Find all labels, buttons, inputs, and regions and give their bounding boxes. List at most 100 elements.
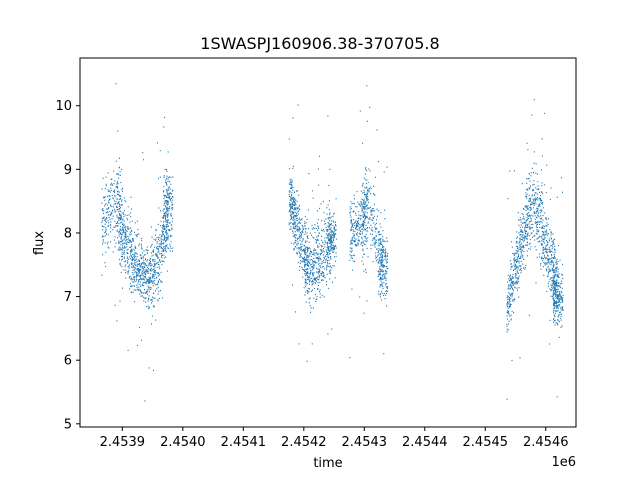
data-point bbox=[131, 251, 133, 253]
data-point bbox=[355, 244, 357, 247]
data-point bbox=[298, 194, 300, 196]
data-point bbox=[144, 270, 146, 272]
data-point bbox=[550, 234, 552, 236]
data-point bbox=[315, 238, 317, 241]
data-point bbox=[290, 199, 292, 201]
data-point bbox=[165, 207, 167, 209]
data-point bbox=[153, 297, 155, 299]
data-point bbox=[314, 254, 316, 256]
data-point bbox=[117, 208, 119, 211]
data-point bbox=[367, 222, 369, 224]
data-point bbox=[163, 234, 165, 236]
data-point bbox=[150, 288, 152, 290]
data-point bbox=[145, 258, 146, 260]
data-point bbox=[304, 268, 306, 271]
data-point bbox=[161, 297, 163, 299]
data-point bbox=[377, 232, 379, 234]
data-point bbox=[146, 291, 148, 293]
data-point bbox=[146, 269, 148, 271]
data-point bbox=[330, 216, 332, 218]
data-point bbox=[299, 262, 301, 264]
data-point bbox=[365, 211, 367, 213]
data-point bbox=[538, 230, 540, 232]
data-point bbox=[370, 209, 372, 211]
data-point bbox=[328, 259, 330, 261]
data-point bbox=[335, 229, 337, 231]
data-point bbox=[159, 268, 161, 270]
data-point bbox=[357, 229, 359, 231]
data-point bbox=[557, 315, 559, 317]
data-point bbox=[159, 240, 161, 242]
data-point bbox=[326, 267, 328, 269]
data-point bbox=[157, 257, 159, 259]
data-point bbox=[131, 266, 132, 268]
data-point bbox=[553, 314, 555, 316]
data-point bbox=[153, 263, 155, 265]
data-point bbox=[508, 323, 510, 325]
data-point bbox=[172, 189, 174, 191]
data-point bbox=[302, 228, 304, 230]
data-point bbox=[356, 242, 358, 244]
data-point bbox=[530, 172, 532, 174]
data-point bbox=[321, 251, 323, 253]
data-point bbox=[128, 276, 130, 278]
data-point bbox=[296, 244, 298, 246]
data-point bbox=[297, 206, 299, 208]
data-point bbox=[365, 234, 367, 236]
data-point bbox=[299, 266, 300, 268]
data-point bbox=[292, 187, 294, 189]
data-point bbox=[558, 281, 560, 284]
data-point bbox=[155, 273, 156, 275]
data-point bbox=[119, 216, 121, 218]
data-point bbox=[331, 328, 333, 330]
data-point bbox=[519, 248, 521, 250]
data-point bbox=[521, 254, 523, 256]
data-point bbox=[110, 187, 112, 189]
data-point bbox=[553, 302, 555, 304]
data-point bbox=[132, 248, 134, 250]
data-point bbox=[358, 236, 360, 238]
data-point bbox=[136, 220, 138, 222]
data-point bbox=[350, 220, 352, 222]
data-point bbox=[297, 261, 299, 263]
data-point bbox=[128, 271, 130, 273]
data-point bbox=[384, 251, 386, 253]
data-point bbox=[378, 238, 380, 240]
data-point bbox=[357, 240, 359, 242]
data-point bbox=[377, 215, 378, 217]
data-point bbox=[321, 273, 322, 275]
data-point bbox=[298, 210, 299, 212]
data-point bbox=[167, 180, 169, 182]
data-point bbox=[128, 277, 130, 279]
data-point bbox=[350, 222, 352, 224]
data-point bbox=[289, 214, 291, 216]
data-point bbox=[334, 256, 335, 258]
data-point bbox=[115, 186, 117, 188]
data-point bbox=[123, 224, 125, 226]
data-point bbox=[532, 227, 534, 229]
data-point bbox=[373, 210, 375, 212]
data-point bbox=[518, 265, 520, 267]
data-point bbox=[380, 273, 381, 275]
data-point bbox=[361, 260, 363, 262]
data-point bbox=[138, 263, 140, 266]
data-point bbox=[516, 287, 518, 289]
data-point bbox=[365, 167, 367, 169]
data-point bbox=[121, 204, 123, 206]
data-point bbox=[153, 282, 155, 285]
data-point bbox=[162, 231, 164, 233]
data-point bbox=[139, 262, 140, 264]
data-point bbox=[362, 184, 364, 186]
data-point bbox=[512, 292, 514, 294]
data-point bbox=[169, 250, 171, 252]
data-point bbox=[322, 266, 324, 268]
data-point bbox=[290, 186, 292, 188]
data-point bbox=[127, 258, 129, 260]
data-point bbox=[507, 329, 509, 331]
data-point bbox=[562, 297, 564, 299]
data-point bbox=[517, 242, 519, 244]
data-point bbox=[520, 265, 522, 267]
data-point bbox=[519, 269, 521, 271]
data-point bbox=[312, 269, 314, 271]
data-point bbox=[559, 313, 561, 315]
